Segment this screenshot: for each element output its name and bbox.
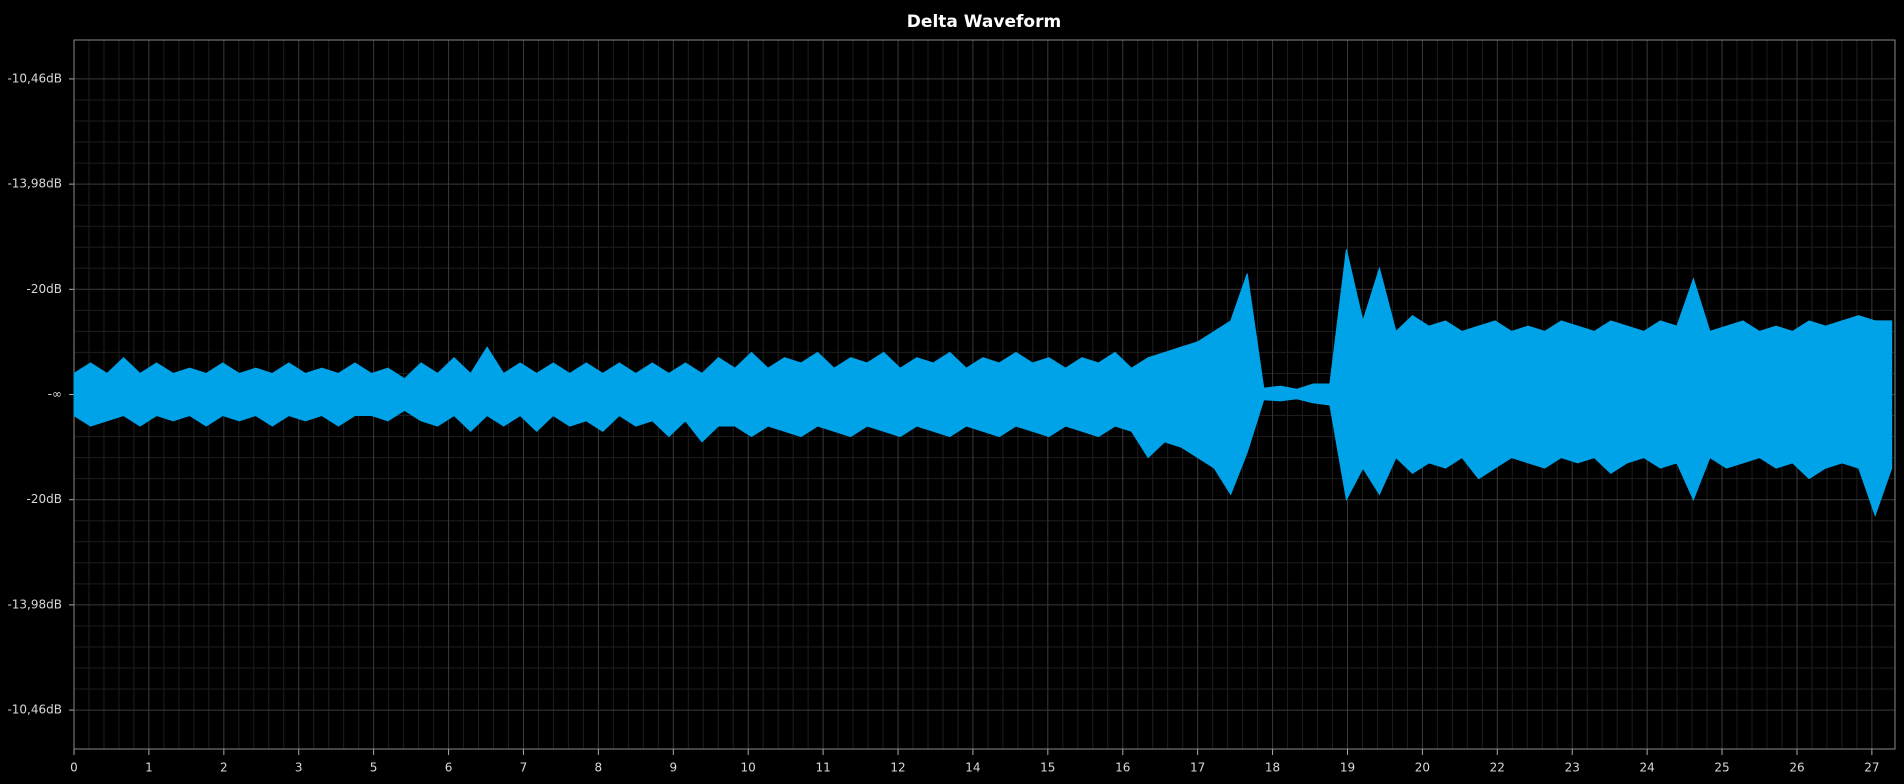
x-tick-label: 24 — [1639, 761, 1654, 775]
x-tick-label: 26 — [1789, 761, 1804, 775]
x-tick-label: 23 — [1565, 761, 1580, 775]
x-tick-label: 27 — [1864, 761, 1879, 775]
x-tick-label: 11 — [815, 761, 830, 775]
y-tick-label: -20dB — [27, 282, 62, 296]
x-tick-label: 7 — [520, 761, 528, 775]
x-tick-label: 9 — [669, 761, 677, 775]
x-tick-label: 25 — [1714, 761, 1729, 775]
y-tick-label: -10,46dB — [7, 703, 62, 717]
x-tick-label: 12 — [890, 761, 905, 775]
x-tick-label: 18 — [1265, 761, 1280, 775]
x-tick-label: 16 — [1115, 761, 1130, 775]
x-tick-label: 10 — [741, 761, 756, 775]
x-tick-label: 15 — [1040, 761, 1055, 775]
y-tick-label: -10,46dB — [7, 71, 62, 85]
y-tick-label: -13,98dB — [7, 177, 62, 191]
x-tick-label: 1 — [145, 761, 153, 775]
y-tick-label: -20dB — [27, 492, 62, 506]
x-tick-label: 19 — [1340, 761, 1355, 775]
x-tick-label: 22 — [1490, 761, 1505, 775]
x-tick-label: 2 — [220, 761, 228, 775]
chart-title: Delta Waveform — [907, 12, 1061, 32]
x-tick-label: 8 — [595, 761, 603, 775]
y-tick-label: -∞ — [48, 387, 62, 401]
x-tick-label: 5 — [370, 761, 378, 775]
x-tick-label: 14 — [965, 761, 980, 775]
x-tick-label: 6 — [445, 761, 453, 775]
waveform — [73, 249, 1893, 517]
x-tick-label: 20 — [1415, 761, 1430, 775]
y-tick-label: -13,98dB — [7, 597, 62, 611]
x-tick-label: 3 — [295, 761, 303, 775]
x-tick-label: 17 — [1190, 761, 1205, 775]
x-tick-label: 0 — [70, 761, 78, 775]
